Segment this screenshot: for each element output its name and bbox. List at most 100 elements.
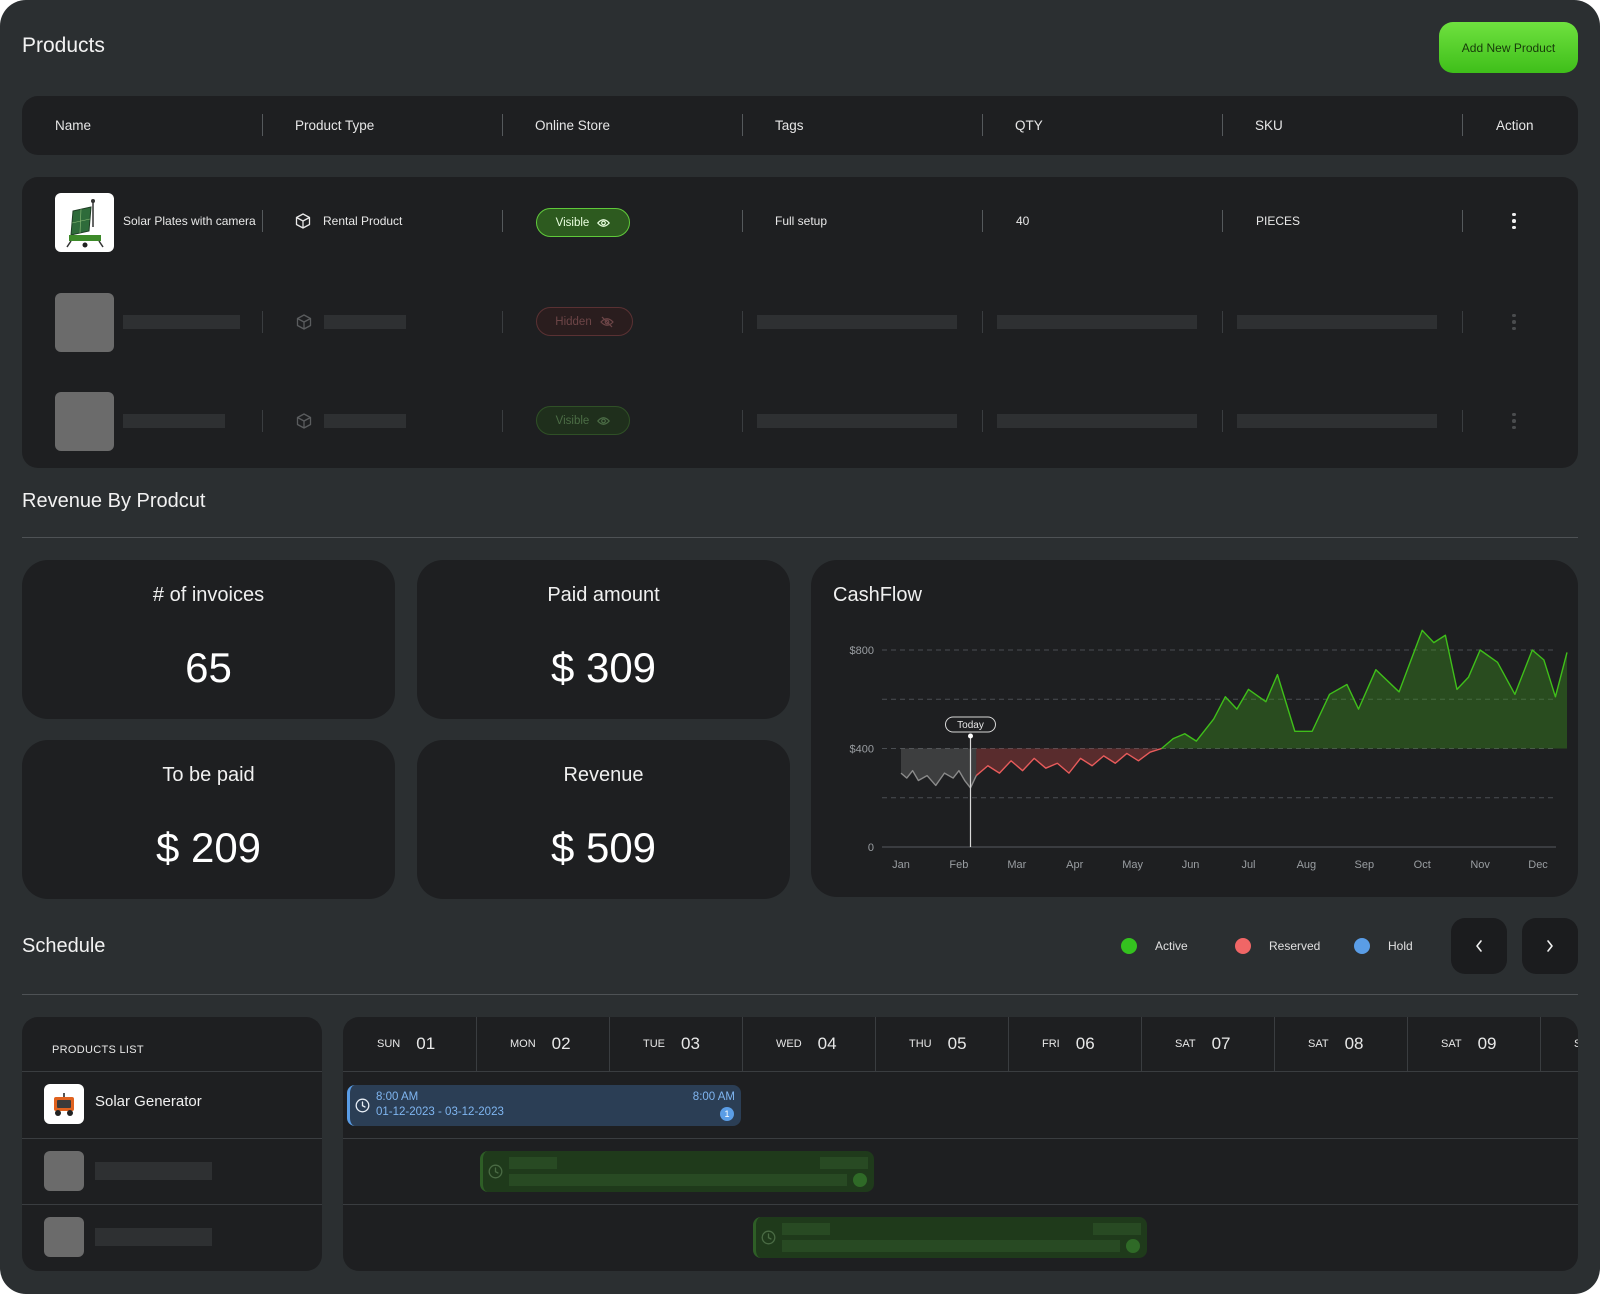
x-tick-label: Jul <box>1241 859 1255 871</box>
add-new-product-button[interactable]: Add New Product <box>1439 22 1578 73</box>
online-store-hidden-badge[interactable]: Hidden <box>536 307 633 336</box>
row-actions-menu-icon[interactable] <box>1504 409 1524 433</box>
column-header-tags[interactable]: Tags <box>775 118 804 133</box>
day-name: SAT <box>1308 1038 1329 1050</box>
calendar-day[interactable]: SAT 09 <box>1407 1017 1540 1071</box>
skeleton-tags <box>757 315 957 329</box>
booking-event-hold[interactable]: 8:00 AM 01-12-2023 - 03-12-2023 8:00 AM … <box>347 1085 741 1126</box>
product-type-label: Rental Product <box>323 214 403 228</box>
column-divider <box>1462 210 1463 232</box>
event-date-range: 01-12-2023 - 03-12-2023 <box>376 1106 504 1118</box>
column-divider <box>1222 210 1223 232</box>
legend-label: Reserved <box>1269 939 1321 953</box>
row-actions-menu-icon[interactable] <box>1504 310 1524 334</box>
x-tick-label: May <box>1122 859 1143 871</box>
column-divider <box>742 210 743 232</box>
row-actions-menu-icon[interactable] <box>1504 209 1524 233</box>
series-active-line <box>1161 629 1568 750</box>
column-divider <box>1222 410 1223 432</box>
page-title: Products <box>22 34 105 57</box>
day-number: 07 <box>1211 1034 1231 1053</box>
series-past-area <box>901 748 977 788</box>
stat-value: $ 309 <box>550 644 657 691</box>
booking-event-placeholder[interactable] <box>480 1151 874 1192</box>
row-divider <box>22 1138 322 1139</box>
column-divider <box>1222 114 1223 136</box>
column-divider <box>1462 114 1463 136</box>
column-divider <box>742 311 743 333</box>
calendar-day-header: SUN 01 MON 02 TUE 03 WED 04 THU 05 FRI 06 SAT 07 SAT 08… <box>343 1017 1578 1071</box>
row-divider <box>343 1138 1578 1139</box>
clock-icon <box>488 1164 503 1179</box>
booking-event-placeholder[interactable] <box>753 1217 1147 1258</box>
legend-dot-active <box>1121 938 1137 954</box>
day-divider <box>609 1017 610 1071</box>
column-header-sku[interactable]: SKU <box>1255 118 1283 133</box>
column-header-online-store[interactable]: Online Store <box>535 118 611 133</box>
calendar-day[interactable]: THU 05 <box>875 1017 1008 1071</box>
skeleton-text <box>509 1174 847 1186</box>
column-divider <box>262 210 263 232</box>
column-divider <box>262 311 263 333</box>
day-divider <box>1540 1017 1541 1071</box>
skeleton-text <box>820 1157 868 1169</box>
day-name: MON <box>510 1038 536 1050</box>
day-number: 02 <box>551 1034 571 1053</box>
eye-icon <box>597 416 611 425</box>
calendar-day[interactable]: SAT 08 <box>1274 1017 1407 1071</box>
skeleton-text <box>1093 1223 1141 1235</box>
column-divider <box>1462 410 1463 432</box>
column-divider <box>502 114 503 136</box>
series-past-line <box>900 769 977 789</box>
skeleton-type <box>324 414 406 428</box>
day-name: SUN <box>377 1038 401 1050</box>
column-divider <box>742 114 743 136</box>
box-icon <box>296 314 312 330</box>
calendar-day[interactable]: WED 04 <box>742 1017 875 1071</box>
stat-card-invoices: # of invoices 65 <box>22 560 395 719</box>
calendar-day[interactable]: SUN 01 <box>343 1017 476 1071</box>
schedule-next-button[interactable] <box>1522 918 1578 974</box>
schedule-calendar: SUN 01 MON 02 TUE 03 WED 04 THU 05 FRI 06 SAT 07 SAT 08… <box>343 1017 1578 1271</box>
calendar-day[interactable]: SAT 07 <box>1141 1017 1274 1071</box>
today-marker-dot <box>967 733 973 739</box>
y-tick-label: $800 <box>850 645 874 657</box>
legend-active: Active <box>1121 938 1188 954</box>
day-divider <box>742 1017 743 1071</box>
calendar-day[interactable]: FRI 06 <box>1008 1017 1141 1071</box>
event-count-badge: 1 <box>720 1107 734 1121</box>
badge-label: Visible <box>555 414 590 427</box>
legend-dot-hold <box>1354 938 1370 954</box>
online-store-visible-badge[interactable]: Visible <box>536 406 630 435</box>
calendar-day[interactable]: SAT <box>1540 1017 1578 1071</box>
skeleton-qty <box>997 414 1197 428</box>
column-divider <box>262 114 263 136</box>
product-type-cell: Rental Product <box>295 211 402 231</box>
row-divider <box>22 1204 322 1205</box>
badge-label: Hidden <box>555 315 592 328</box>
day-divider <box>875 1017 876 1071</box>
column-header-name[interactable]: Name <box>55 118 92 133</box>
x-tick-label: Apr <box>1066 859 1083 871</box>
product-name[interactable]: Solar Plates with camera <box>123 214 256 228</box>
day-divider <box>1008 1017 1009 1071</box>
clock-icon <box>761 1230 776 1245</box>
online-store-visible-badge[interactable]: Visible <box>536 208 630 237</box>
calendar-day[interactable]: MON 02 <box>476 1017 609 1071</box>
skeleton-qty <box>997 315 1197 329</box>
series-reserved-line <box>975 747 1162 777</box>
column-header-action: Action <box>1496 118 1534 133</box>
schedule-product-name[interactable]: Solar Generator <box>95 1093 202 1110</box>
row-divider <box>343 1204 1578 1205</box>
product-thumbnail[interactable] <box>55 193 114 252</box>
solar-generator-thumbnail[interactable] <box>44 1084 84 1124</box>
column-header-qty[interactable]: QTY <box>1015 118 1043 133</box>
column-divider <box>502 311 503 333</box>
day-number: 09 <box>1477 1034 1497 1053</box>
x-tick-label: Feb <box>949 859 968 871</box>
calendar-day[interactable]: TUE 03 <box>609 1017 742 1071</box>
schedule-prev-button[interactable] <box>1451 918 1507 974</box>
product-thumbnail-placeholder <box>55 392 114 451</box>
x-tick-label: Aug <box>1297 859 1317 871</box>
column-header-product-type[interactable]: Product Type <box>295 118 375 133</box>
